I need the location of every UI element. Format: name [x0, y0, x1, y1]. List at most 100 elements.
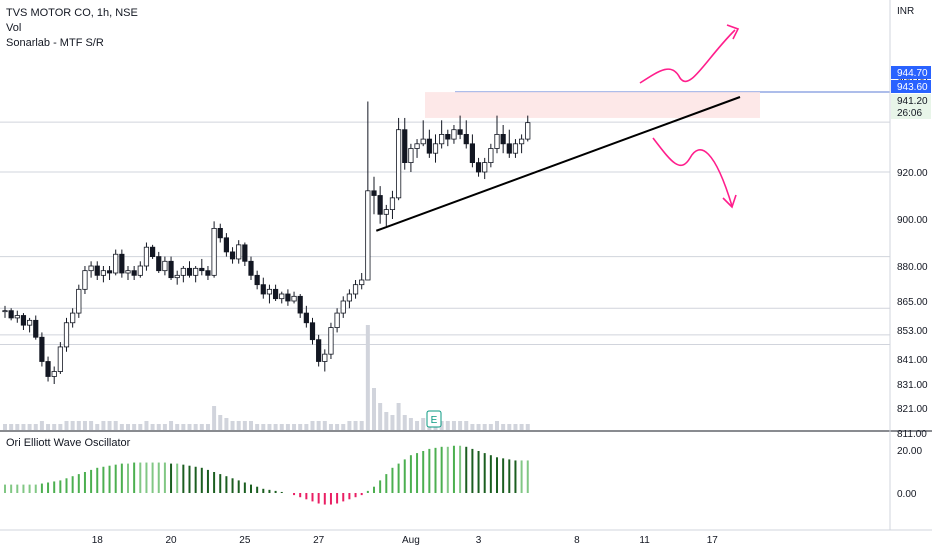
volume-bar	[236, 421, 241, 430]
volume-bar	[525, 424, 530, 430]
candle	[346, 293, 353, 302]
volume-bar	[46, 424, 51, 430]
bullish-arrowhead	[726, 24, 740, 40]
candle	[149, 246, 156, 257]
candle	[94, 265, 100, 276]
candle	[88, 265, 94, 272]
volume-bar	[279, 424, 284, 430]
candle	[106, 270, 113, 274]
volume-bar	[285, 424, 290, 430]
time-tick-label: 8	[574, 535, 580, 546]
symbol-title[interactable]: TVS MOTOR CO, 1h, NSE	[6, 7, 138, 19]
volume-bar	[519, 424, 524, 430]
candle	[119, 253, 125, 274]
candle	[328, 327, 334, 355]
candle	[525, 122, 531, 140]
volume-bar	[21, 424, 26, 430]
candle	[82, 270, 88, 290]
volume-bar	[261, 424, 266, 430]
candle	[39, 336, 45, 362]
candle	[512, 143, 519, 154]
volume-bar	[458, 421, 463, 430]
volume-bar	[445, 421, 450, 430]
candle	[322, 353, 328, 362]
currency-label: INR	[897, 6, 914, 17]
candle	[303, 312, 309, 324]
candle	[371, 190, 377, 196]
candle	[266, 288, 273, 295]
candle	[45, 361, 51, 377]
volume-bar	[335, 424, 340, 430]
volume-bar	[298, 424, 303, 430]
candle	[113, 253, 119, 274]
candle	[500, 133, 506, 145]
sr-indicator-label[interactable]: Sonarlab - MTF S/R	[6, 37, 104, 49]
candle	[70, 312, 76, 324]
candle	[316, 339, 322, 362]
price-tick-label: 880.00	[897, 262, 928, 273]
price-tick-label: 841.00	[897, 355, 928, 366]
candle	[8, 310, 14, 319]
volume-bar	[119, 424, 124, 430]
oscillator-tick-label: 20.00	[897, 446, 922, 457]
time-tick-label: Aug	[402, 535, 420, 546]
volume-bar	[513, 424, 518, 430]
price-badge	[891, 66, 931, 79]
candle	[168, 260, 174, 279]
price-tick-label: 865.00	[897, 297, 928, 308]
candle	[180, 267, 186, 276]
volume-bar	[292, 424, 297, 430]
price-tick-label: 831.00	[897, 380, 928, 391]
time-tick-label: 17	[707, 535, 719, 546]
volume-bar	[199, 424, 204, 430]
time-tick-label: 18	[92, 535, 104, 546]
candle	[76, 288, 82, 314]
volume-bar	[230, 421, 235, 430]
time-tick-label: 20	[165, 535, 177, 546]
time-tick-label: 27	[313, 535, 325, 546]
candle	[137, 265, 143, 276]
volume-bar	[169, 421, 174, 430]
candle	[205, 270, 211, 276]
candle	[199, 267, 205, 272]
volume-bar	[310, 421, 315, 430]
candle	[334, 312, 340, 328]
volume-bar	[181, 424, 186, 430]
candle	[463, 133, 469, 145]
volume-bar	[3, 424, 7, 430]
candle-layer	[2, 101, 531, 384]
volume-bar	[347, 421, 352, 430]
volume-bar	[507, 424, 512, 430]
candle	[469, 143, 476, 164]
volume-bar	[464, 421, 469, 430]
volume-bar	[175, 424, 180, 430]
earnings-marker-label: E	[431, 415, 438, 426]
candle	[291, 295, 297, 302]
candle	[309, 322, 316, 341]
volume-bar	[9, 424, 14, 430]
volume-bar	[402, 415, 407, 430]
candle	[57, 346, 63, 372]
volume-bar	[470, 424, 475, 430]
volume-bar	[341, 424, 346, 430]
chart-legend: TVS MOTOR CO, 1h, NSE Vol Sonarlab - MTF…	[6, 6, 138, 51]
support-trendline	[375, 96, 741, 232]
price-tick-label: 811.00	[897, 429, 927, 440]
volume-bar	[150, 424, 155, 430]
candle	[131, 270, 137, 276]
candle	[457, 129, 463, 135]
volume-bar	[58, 424, 63, 430]
candle	[439, 133, 445, 145]
candle	[33, 319, 39, 338]
volume-bar	[218, 415, 223, 430]
volume-indicator-label[interactable]: Vol	[6, 22, 22, 34]
oscillator-title[interactable]: Ori Elliott Wave Oscillator	[6, 437, 131, 449]
volume-bar	[390, 415, 395, 430]
candle	[285, 293, 291, 302]
candle	[482, 162, 488, 173]
candle	[451, 129, 457, 140]
volume-bar	[372, 388, 376, 430]
candle	[223, 237, 229, 253]
